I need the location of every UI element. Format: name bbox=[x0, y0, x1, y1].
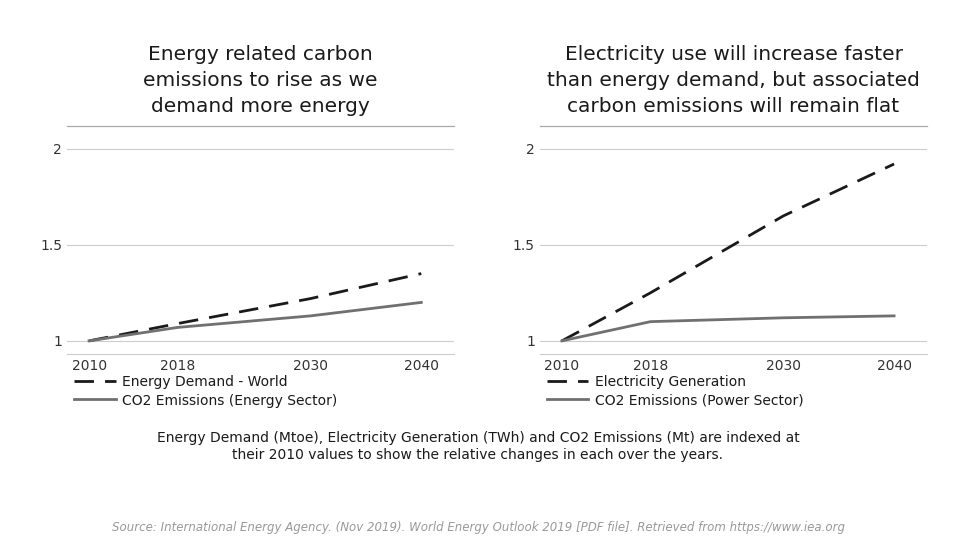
Title: Electricity use will increase faster
than energy demand, but associated
carbon e: Electricity use will increase faster tha… bbox=[547, 45, 920, 116]
Title: Energy related carbon
emissions to rise as we
demand more energy: Energy related carbon emissions to rise … bbox=[143, 45, 378, 116]
Text: their 2010 values to show the relative changes in each over the years.: their 2010 values to show the relative c… bbox=[232, 448, 724, 462]
Text: Energy Demand (Mtoe), Electricity Generation (TWh) and CO2 Emissions (Mt) are in: Energy Demand (Mtoe), Electricity Genera… bbox=[157, 431, 799, 445]
Legend: Electricity Generation, CO2 Emissions (Power Sector): Electricity Generation, CO2 Emissions (P… bbox=[547, 375, 804, 408]
Legend: Energy Demand - World, CO2 Emissions (Energy Sector): Energy Demand - World, CO2 Emissions (En… bbox=[74, 375, 337, 408]
Text: Source: International Energy Agency. (Nov 2019). World Energy Outlook 2019 [PDF : Source: International Energy Agency. (No… bbox=[112, 521, 844, 534]
